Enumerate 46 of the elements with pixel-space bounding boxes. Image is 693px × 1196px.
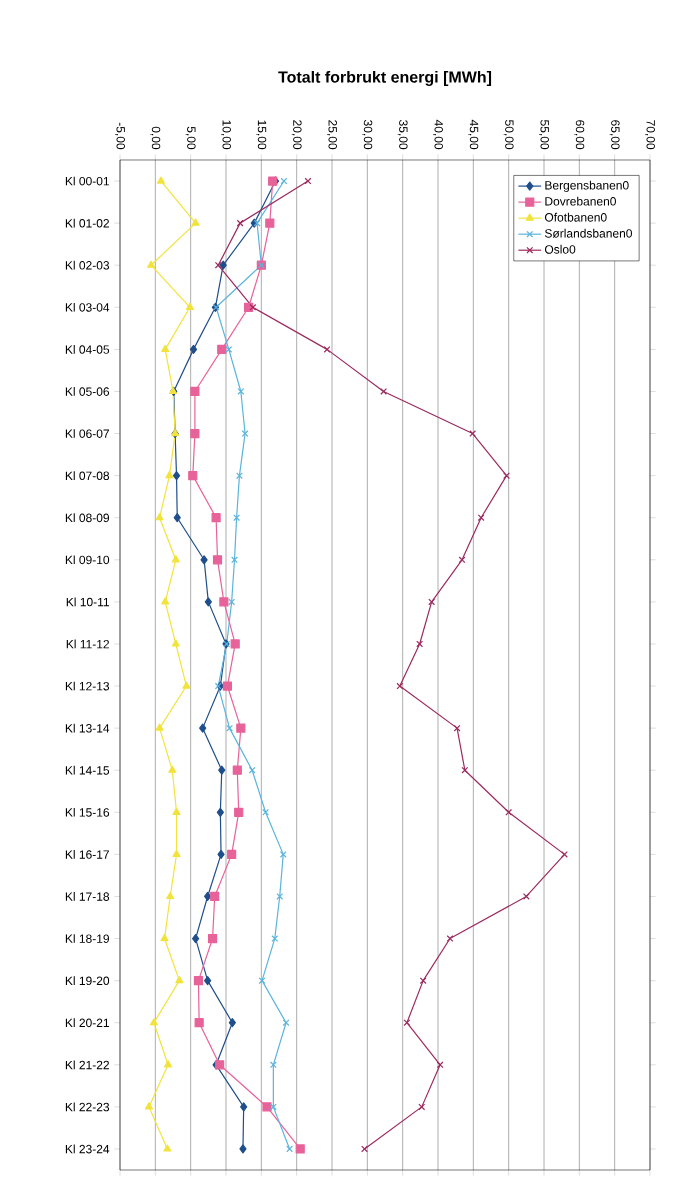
x-tick-label: 20,00 (291, 120, 302, 150)
y-tick-label: Kl 16-17 (65, 849, 109, 859)
x-tick-label: 60,00 (574, 120, 585, 150)
x-tick-label: 0,00 (150, 126, 161, 150)
y-tick-label: Kl 05-06 (65, 387, 110, 396)
x-tick-label: 30,00 (362, 120, 373, 150)
y-tick-label: Kl 20-21 (65, 1018, 109, 1028)
y-tick-label: Kl 19-20 (65, 976, 110, 986)
y-tick-label: Kl 17-18 (65, 892, 110, 901)
legend-label: Sørlandsbanen0 (544, 228, 632, 238)
x-tick-label: 55,00 (539, 120, 549, 150)
x-tick-label: 5,00 (185, 126, 196, 150)
x-tick-label: 45,00 (468, 119, 479, 150)
x-tick-label: 70,00 (645, 120, 655, 150)
x-tick-label: 50,00 (503, 120, 514, 150)
legend-label: Dovrebanen0 (545, 196, 616, 206)
y-tick-label: Kl 13-14 (65, 723, 110, 733)
x-tick-label: -5,00 (115, 122, 125, 150)
y-tick-label: Kl 07-08 (65, 471, 110, 481)
x-tick-label: 40,00 (433, 119, 443, 150)
x-tick-label: 35,00 (397, 120, 408, 150)
y-tick-label: Kl 01-02 (65, 218, 109, 228)
y-tick-label: Kl 00-01 (65, 176, 109, 186)
y-tick-label: Kl 14-15 (65, 765, 110, 775)
y-tick-label: Kl 08-09 (65, 513, 110, 523)
y-tick-label: Kl 02-03 (65, 260, 110, 270)
x-tick-label: 65,00 (609, 120, 620, 150)
y-tick-label: Kl 06-07 (65, 429, 109, 438)
x-tick-label: 15,00 (256, 120, 267, 150)
legend-label: Bergensbanen0 (545, 180, 629, 192)
y-tick-label: Kl 11-12 (66, 639, 109, 649)
x-tick-label: 10,00 (221, 120, 231, 150)
y-tick-label: Kl 22-23 (65, 1102, 110, 1112)
y-tick-label: Kl 09-10 (65, 555, 110, 565)
legend-label: Ofotbanen0 (544, 212, 607, 222)
y-tick-label: Kl 03-04 (65, 302, 110, 312)
chart-title: Totalt forbrukt energi [MWh] (278, 70, 492, 86)
y-tick-label: Kl 18-19 (65, 934, 110, 943)
y-tick-label: Kl 10-11 (66, 597, 110, 607)
y-tick-label: Kl 04-05 (65, 344, 110, 354)
y-tick-label: Kl 23-24 (65, 1144, 110, 1154)
x-tick-label: 25,00 (327, 120, 337, 150)
legend-label: Oslo0 (544, 244, 576, 254)
y-tick-label: Kl 21-22 (65, 1060, 109, 1070)
y-tick-label: Kl 15-16 (65, 807, 110, 817)
y-tick-label: Kl 12-13 (65, 681, 110, 691)
